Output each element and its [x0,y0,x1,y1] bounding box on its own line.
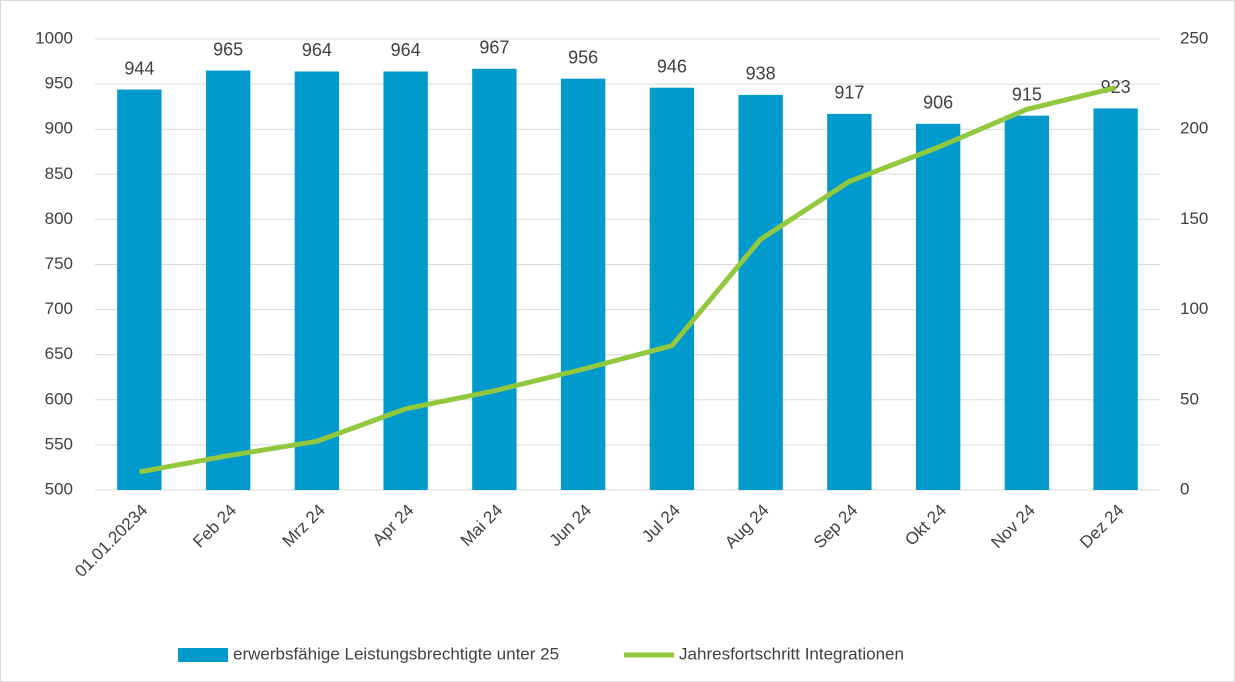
bar [294,71,340,491]
y-tick-label: 550 [45,434,73,453]
y-tick-label: 650 [45,344,73,363]
y-tick-label: 1000 [35,28,73,47]
data-label: 964 [302,40,332,60]
data-label: 965 [213,39,243,59]
y2-tick-label: 250 [1180,28,1208,47]
y2-tick-label: 150 [1180,209,1208,228]
y-tick-label: 950 [45,74,73,93]
bar [1093,108,1138,490]
y2-tick-label: 0 [1180,479,1189,498]
y2-tick-label: 50 [1180,389,1199,408]
bar [827,113,872,490]
bar [915,123,961,491]
y-tick-label: 600 [45,389,73,408]
bar [738,94,783,490]
data-label: 944 [124,58,154,78]
y-tick-label: 750 [45,254,73,273]
data-label: 938 [746,64,776,84]
y2-tick-label: 200 [1180,119,1208,138]
y-tick-label: 800 [45,209,73,228]
data-label: 967 [479,38,509,58]
legend-label: erwerbsfähige Leistungsbrechtigte unter … [233,644,559,663]
data-label: 956 [568,47,598,67]
data-label: 964 [391,40,421,60]
line [138,85,1117,475]
legend-label: Jahresfortschritt Integrationen [679,644,904,663]
bar [117,89,162,491]
data-label: 915 [1012,84,1042,104]
y2-tick-label: 100 [1180,299,1208,318]
bar [205,70,251,490]
data-label: 906 [923,93,953,113]
bar [1004,115,1050,491]
data-label: 917 [834,83,864,103]
data-label: 946 [657,56,687,76]
bar [560,78,606,491]
y-tick-label: 900 [45,119,73,138]
bar [472,68,517,491]
bar [649,87,695,490]
bar [383,71,428,491]
legend-swatch [178,648,228,662]
y-tick-label: 700 [45,299,73,318]
y-tick-label: 500 [45,479,73,498]
data-label: 923 [1101,77,1131,97]
y-tick-label: 850 [45,164,73,183]
